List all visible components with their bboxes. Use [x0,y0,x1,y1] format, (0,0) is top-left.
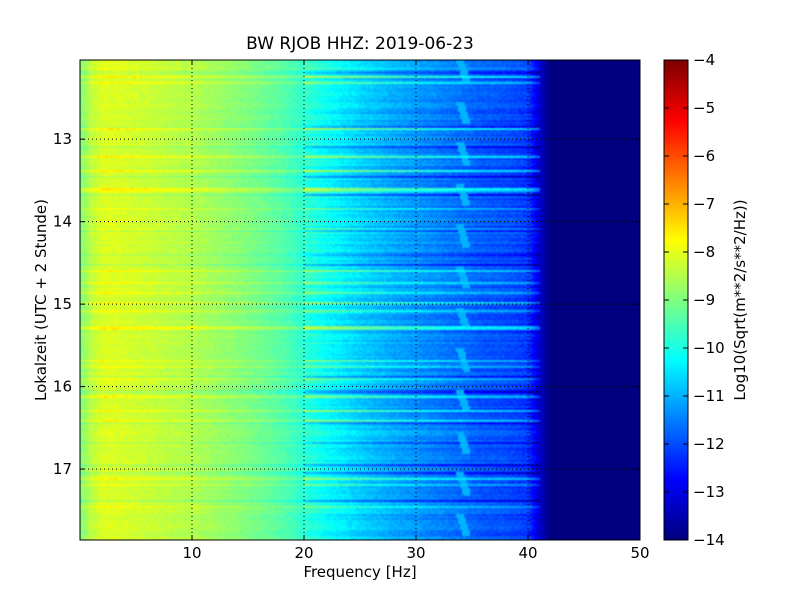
y-tick-label: 15 [53,295,72,313]
colorbar-tick-label: −4 [693,51,715,69]
x-tick-label: 40 [518,544,537,562]
spectrogram-heatmap [80,60,640,540]
plot-frame [79,59,641,541]
x-tick-label: 20 [294,544,313,562]
x-axis: 10 20 30 40 50 [182,60,650,562]
colorbar-tick-label: −5 [693,99,715,117]
colorbar-tick-label: −13 [693,483,725,501]
colorbar-tick-label: −7 [693,195,715,213]
y-tick-label: 16 [53,378,72,396]
chart-title: BW RJOB HHZ: 2019-06-23 [246,34,474,54]
y-tick-label: 17 [53,460,72,478]
y-axis-label: Lokalzeit (UTC + 2 Stunde) [32,199,50,401]
colorbar-tick-label: −6 [693,147,715,165]
y-axis: 13 14 15 16 17 [53,130,640,478]
y-tick-label: 13 [53,130,72,148]
x-tick-label: 10 [182,544,201,562]
x-axis-label: Frequency [Hz] [303,563,416,581]
x-tick-label: 30 [406,544,425,562]
spectrogram-image [80,60,640,540]
colorbar-label: Log10(Sqrt(m**2/s**2/Hz)) [731,199,749,400]
colorbar-tick-label: −12 [693,435,725,453]
colorbar-tick-label: −10 [693,339,725,357]
y-tick-label: 14 [53,213,72,231]
colorbar-tick-label: −11 [693,387,725,405]
colorbar-tick-label: −9 [693,291,715,309]
colorbar-axis: −4 −5 −6 −7 −8 −9 −10 −11 −12 −13 −14 [664,51,725,549]
colorbar: −4 −5 −6 −7 −8 −9 −10 −11 −12 −13 −14 Log10(Sqrt(m… [663,51,749,549]
x-tick-label: 50 [630,544,649,562]
colorbar-tick-label: −14 [693,531,725,549]
colorbar-tick-label: −8 [693,243,715,261]
